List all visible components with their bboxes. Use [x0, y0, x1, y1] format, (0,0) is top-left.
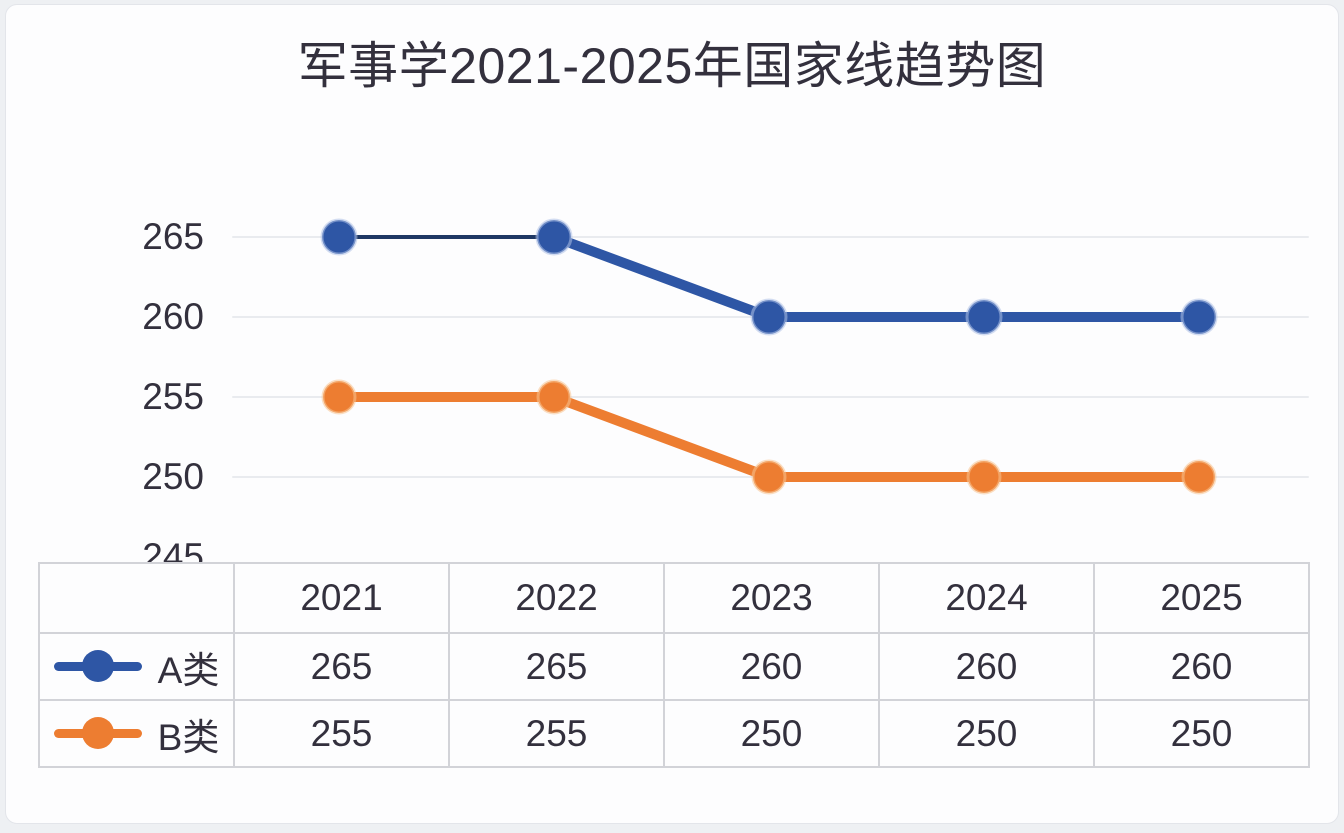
y-axis-tick-250: 250 [66, 454, 204, 500]
legend-cell-b: B类 [39, 700, 234, 767]
value-cell-a-2025: 260 [1094, 633, 1309, 700]
series-a-key-icon [54, 662, 142, 671]
value-cell-b-2025: 250 [1094, 700, 1309, 767]
value-cell-b-2022: 255 [449, 700, 664, 767]
series-b-name-label: B类 [158, 707, 220, 761]
value-cell-b-2023: 250 [664, 700, 879, 767]
value-cell-a-2021: 265 [234, 633, 449, 700]
value-cell-a-2023: 260 [664, 633, 879, 700]
table-header-cell-2021: 2021 [234, 563, 449, 633]
table-header-row: 2021 2022 2023 2024 2025 [39, 563, 1309, 633]
y-axis-tick-265: 265 [66, 214, 204, 260]
series-row-a: A类 265 265 260 260 260 [39, 633, 1309, 700]
series-row-b: B类 255 255 250 250 250 [39, 700, 1309, 767]
value-cell-b-2024: 250 [879, 700, 1094, 767]
corner-cell [39, 563, 234, 633]
table-header-cell-2022: 2022 [449, 563, 664, 633]
data-table: 2021 2022 2023 2024 2025 A类 265 265 260 … [38, 562, 1310, 768]
table-header-cell-2025: 2025 [1094, 563, 1309, 633]
y-axis-tick-255: 255 [66, 374, 204, 420]
value-cell-b-2021: 255 [234, 700, 449, 767]
series-a-name-label: A类 [158, 640, 220, 694]
value-cell-a-2022: 265 [449, 633, 664, 700]
legend-cell-a: A类 [39, 633, 234, 700]
table-header-cell-2024: 2024 [879, 563, 1094, 633]
series-b-key-icon [54, 729, 142, 738]
value-cell-a-2024: 260 [879, 633, 1094, 700]
table-header-cell-2023: 2023 [664, 563, 879, 633]
chart-panel: 军事学2021-2025年国家线趋势图 265 260 255 250 245 … [5, 4, 1339, 824]
y-axis-tick-260: 260 [66, 294, 204, 340]
